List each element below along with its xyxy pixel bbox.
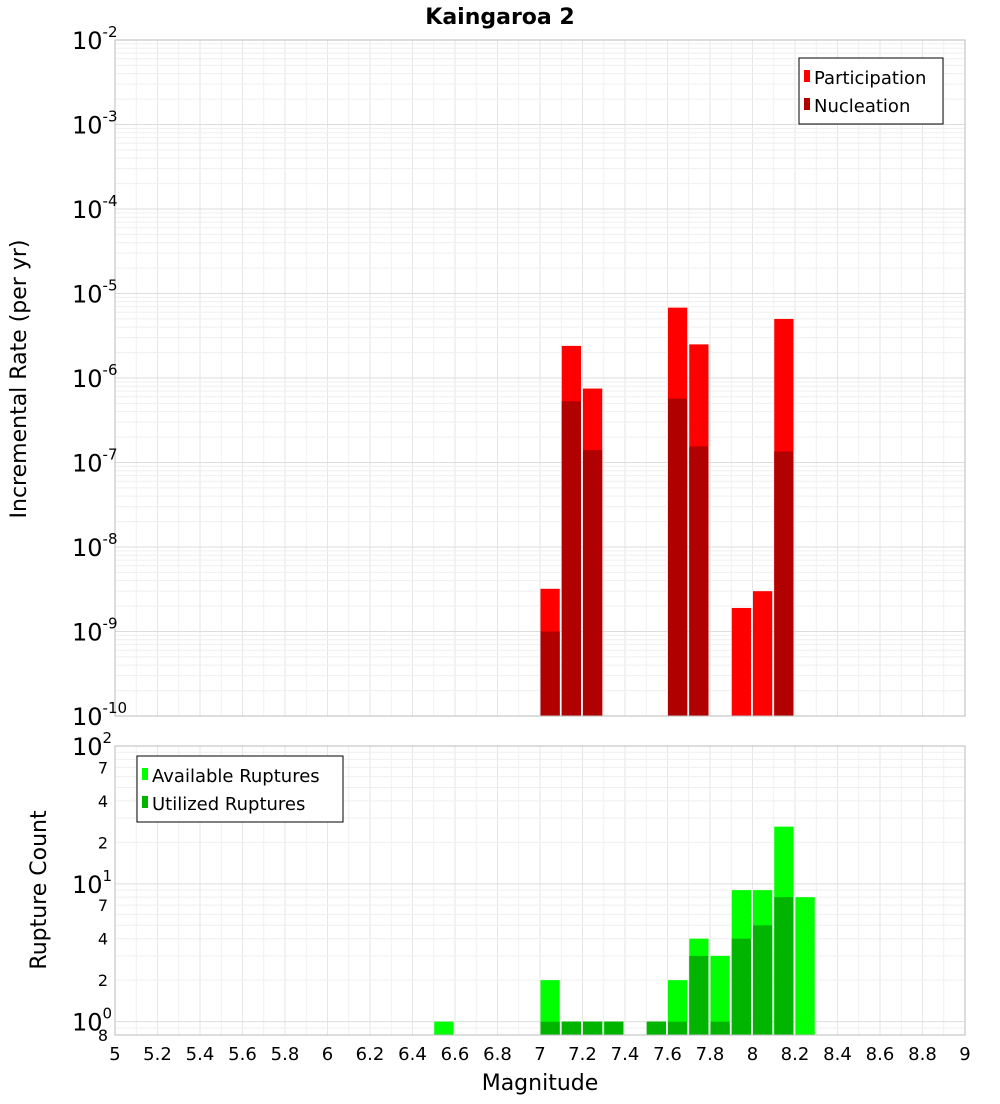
x-axis-label: Magnitude [482,1071,599,1096]
y-tick-minor-label: 2 [98,833,108,852]
bar [710,955,730,1035]
x-tick-label: 7.4 [611,1044,640,1065]
y-tick-minor-label: 4 [98,792,108,811]
bar [434,1021,454,1035]
legend-box [798,57,944,125]
y-tick-minor-label: 2 [98,971,108,990]
bar [795,897,815,1035]
x-tick-label: 5.4 [186,1044,215,1065]
bar [731,938,751,1035]
bar [774,897,794,1035]
legend-label: Participation [814,68,926,89]
y-tick-label: 10-2 [72,23,118,55]
x-tick-label: 8.8 [908,1044,937,1065]
x-tick-label: 6.2 [356,1044,385,1065]
bar [668,980,688,1035]
bar [604,1021,624,1035]
x-tick-label: 7 [534,1044,545,1065]
y-tick-label: 101 [72,867,112,899]
x-tick-label: 8.6 [866,1044,895,1065]
legend-label: Utilized Ruptures [152,794,305,815]
x-tick-label: 5.2 [143,1044,172,1065]
bar [540,980,560,1035]
bar [710,1021,730,1035]
y-tick-label: 102 [72,729,112,761]
bar [731,607,751,716]
bar [753,591,773,716]
legend-label: Nucleation [814,96,910,117]
legend-swatch [142,796,148,808]
y-tick-label: 10-7 [72,446,118,478]
bar [561,401,581,716]
bar [561,1021,581,1035]
y-tick-label: 10-8 [72,530,118,562]
legend-label: Available Ruptures [152,766,320,787]
plot-frame [114,745,966,1036]
legend-swatch [804,98,810,110]
x-tick-label: 8.4 [823,1044,852,1065]
x-tick-label: 6 [322,1044,333,1065]
x-tick-label: 5.6 [228,1044,257,1065]
bar [668,1021,688,1035]
rupture-count-plot: 100 101 102 8 2 4 7 2 4 7 Available Ruptures Utiliz… [72,729,971,1065]
x-tick-label: 6.4 [398,1044,427,1065]
y-tick-minor-label: 7 [98,758,108,777]
bar [774,451,794,716]
x-tick-label: 7.8 [696,1044,725,1065]
x-tick-label: 5.8 [271,1044,300,1065]
x-tick-label: 6.8 [483,1044,512,1065]
y-tick-label: 10-5 [72,277,118,309]
x-tick-label: 7.6 [653,1044,682,1065]
bar [668,398,688,716]
x-tick-label: 9 [959,1044,970,1065]
y-tick-label: 100 [72,1005,112,1037]
x-tick-label: 8.2 [781,1044,810,1065]
y-tick-label: 10-9 [72,615,118,647]
bar [689,446,709,716]
bar [689,955,709,1035]
y-tick-minor-label: 7 [98,896,108,915]
bar [646,1021,666,1035]
rate-plot: 10-10 10-9 10-8 10-7 10-6 10-5 10-4 10-3 10-2 Par… [72,23,966,731]
bar [583,1021,603,1035]
x-tick-label: 5 [109,1044,120,1065]
y-tick-minor-label: 4 [98,930,108,949]
y-tick-label: 10-10 [72,699,127,731]
x-tick-label: 6.6 [441,1044,470,1065]
legend-box [136,755,344,823]
legend-swatch [142,768,148,780]
bar [540,631,560,716]
bottom-y-axis-label: Rupture Count [27,810,52,970]
plot-frame [114,39,966,717]
bar [753,925,773,1035]
chart-title: Kaingaroa 2 [425,5,574,30]
bar [540,1021,560,1035]
y-tick-label: 10-3 [72,108,118,140]
y-tick-label: 10-6 [72,361,118,393]
x-tick-label: 8 [747,1044,758,1065]
y-tick-minor-label: 8 [98,1026,108,1045]
bar [583,450,603,716]
x-tick-label: 7.2 [568,1044,597,1065]
top-y-axis-label: Incremental Rate (per yr) [7,240,32,519]
y-tick-label: 10-4 [72,192,118,224]
legend-swatch [804,70,810,82]
